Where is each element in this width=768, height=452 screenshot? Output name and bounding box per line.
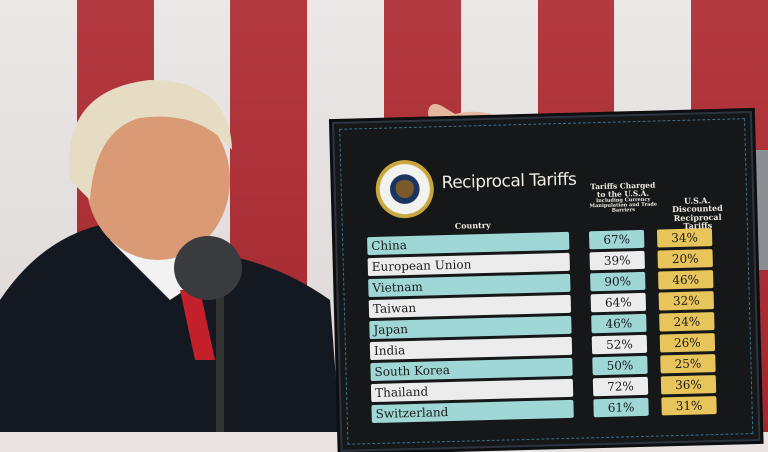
speaker [0,80,340,432]
header-charged: Tariffs Charged to the U.S.A. Including C… [588,181,659,214]
discounted-cell: 24% [659,312,715,332]
header-charged-note: Including Currency Manipulation and Trad… [589,196,658,214]
discounted-cell: 34% [656,228,713,248]
charged-cell: 46% [591,313,647,334]
hair [69,80,232,200]
charged-cell: 39% [589,250,645,271]
discounted-cell: 26% [659,333,716,353]
reciprocal-tariffs-board: Reciprocal Tariffs Country Tariffs Charg… [332,111,761,452]
discounted-cell: 25% [660,354,716,374]
country-cell: Switzerland [371,399,574,424]
country-cell: European Union [367,252,570,277]
country-cell: South Korea [370,357,573,382]
charged-cell: 61% [593,397,649,418]
country-cell: Japan [369,315,572,340]
country-cell: Taiwan [368,294,572,319]
microphone-icon [174,236,242,300]
discounted-cell: 46% [658,270,714,290]
discounted-cell: 32% [658,291,715,311]
charged-cell: 90% [590,271,646,292]
country-cell: Thailand [370,378,574,403]
discounted-cell: 20% [657,249,713,269]
charged-cell: 72% [592,376,649,397]
red-tie [180,290,215,360]
board-title: Reciprocal Tariffs [441,169,577,194]
charged-cell: 67% [588,229,645,250]
discounted-cell: 31% [661,396,717,416]
country-cell: China [367,231,570,256]
country-cell: Vietnam [368,273,571,298]
charged-cell: 52% [591,334,648,355]
microphone-stand [216,280,224,432]
charged-cell: 50% [592,355,648,376]
face [86,100,230,260]
header-country: Country [454,219,491,231]
charged-cell: 64% [590,292,647,313]
discounted-cell: 36% [660,375,717,395]
dark-coat [0,225,340,432]
header-discounted: U.S.A. Discounted Reciprocal Tariffs [671,195,723,232]
country-cell: India [369,336,573,361]
presidential-seal-icon [375,159,435,219]
